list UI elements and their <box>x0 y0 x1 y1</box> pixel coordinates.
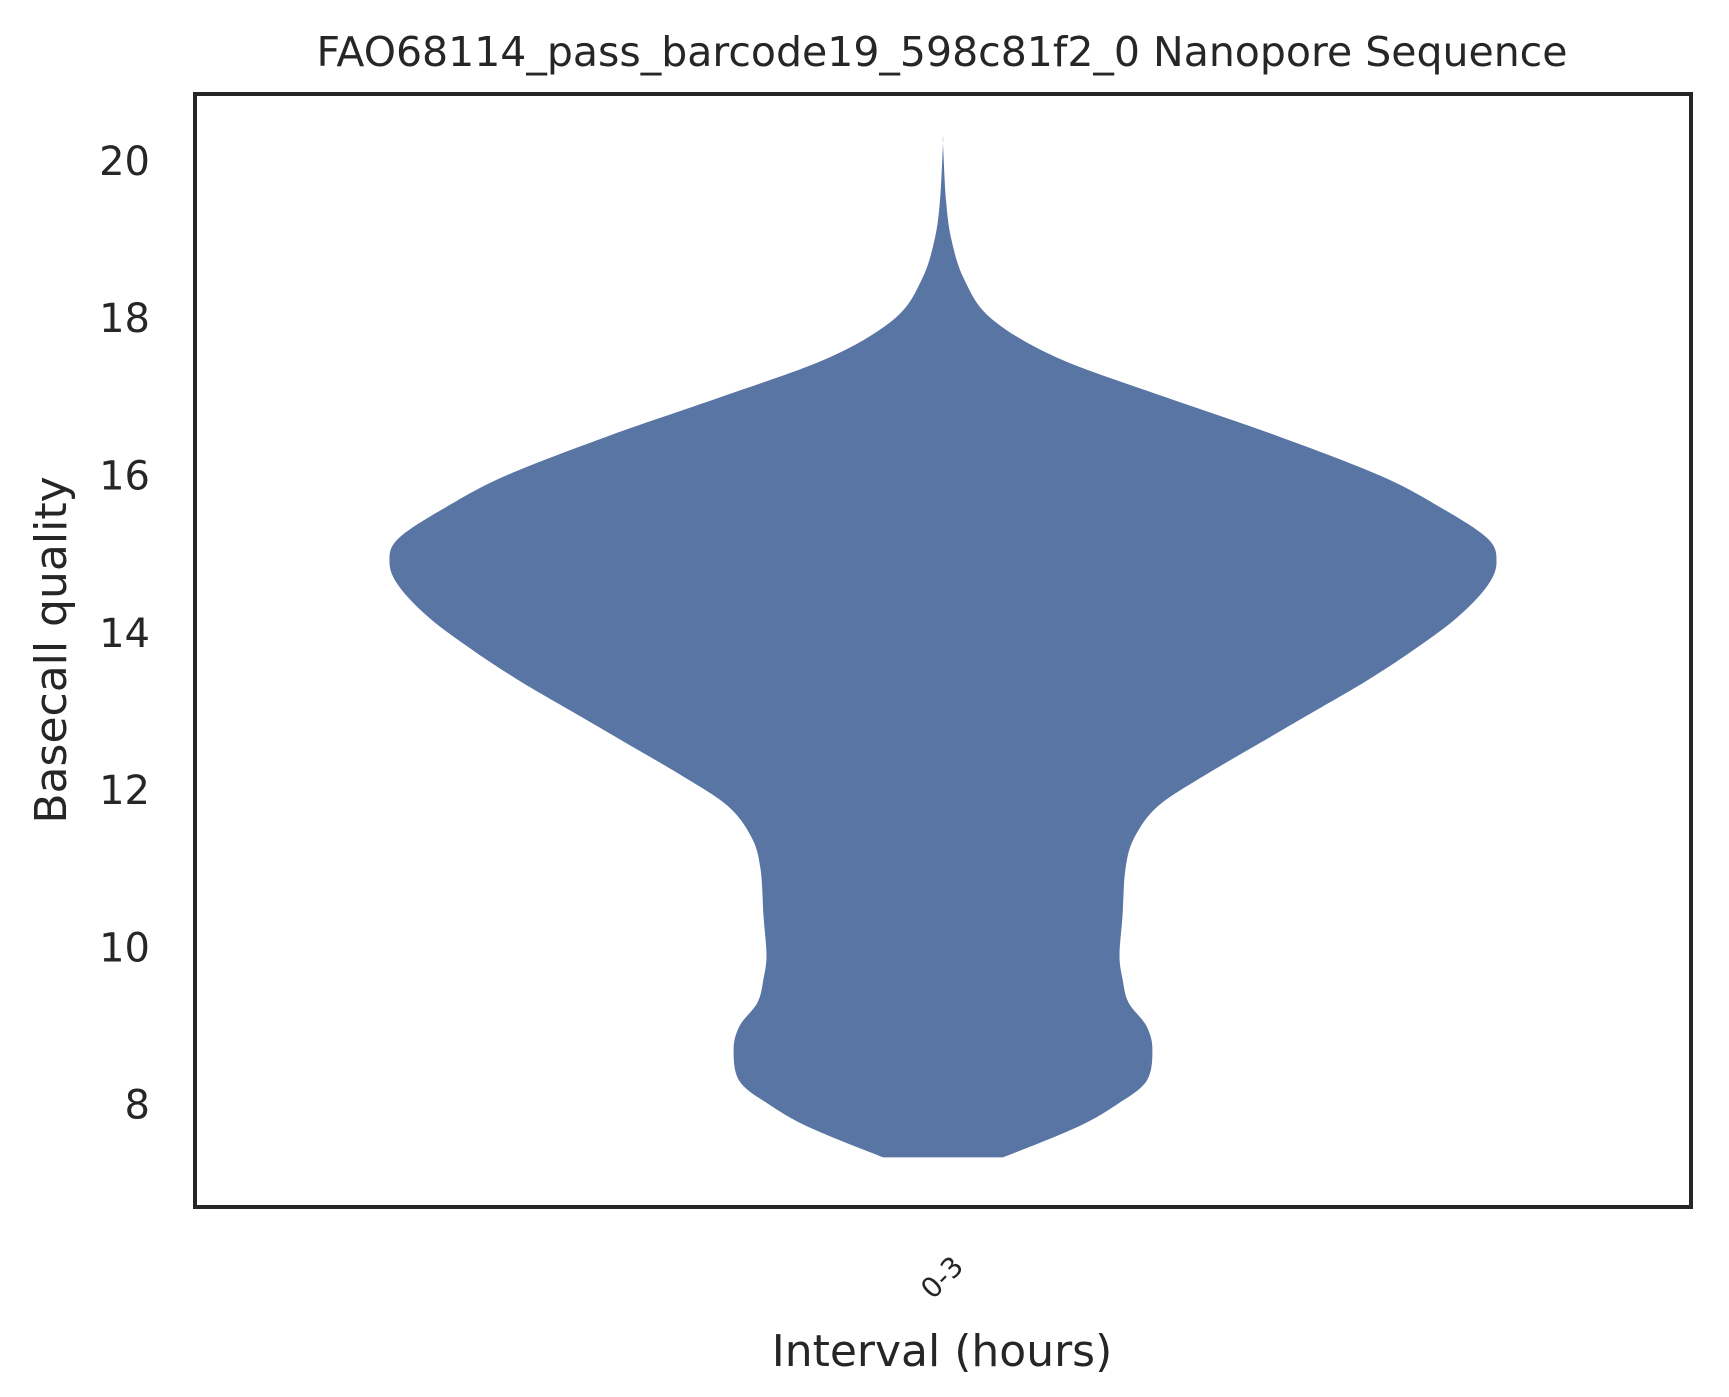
y-tick-label: 18 <box>99 296 150 342</box>
y-axis-ticks: 8 10 12 14 16 18 20 <box>99 139 150 1129</box>
plot-area <box>389 136 1497 1158</box>
x-axis-label: Interval (hours) <box>772 1326 1113 1377</box>
y-tick-label: 10 <box>99 925 150 971</box>
x-tick-label: 0-3 <box>914 1250 970 1306</box>
y-axis-label: Basecall quality <box>26 476 77 823</box>
y-tick-label: 16 <box>99 453 150 499</box>
y-tick-label: 14 <box>99 611 150 657</box>
y-tick-label: 12 <box>99 768 150 814</box>
y-tick-label: 8 <box>125 1083 150 1129</box>
chart-title: FAO68114_pass_barcode19_598c81f2_0 Nanop… <box>317 28 1568 76</box>
x-axis-ticks: 0-3 <box>914 1250 970 1306</box>
violin-0-3 <box>389 136 1497 1158</box>
plot-frame <box>193 92 1693 1209</box>
y-tick-label: 20 <box>99 139 150 185</box>
